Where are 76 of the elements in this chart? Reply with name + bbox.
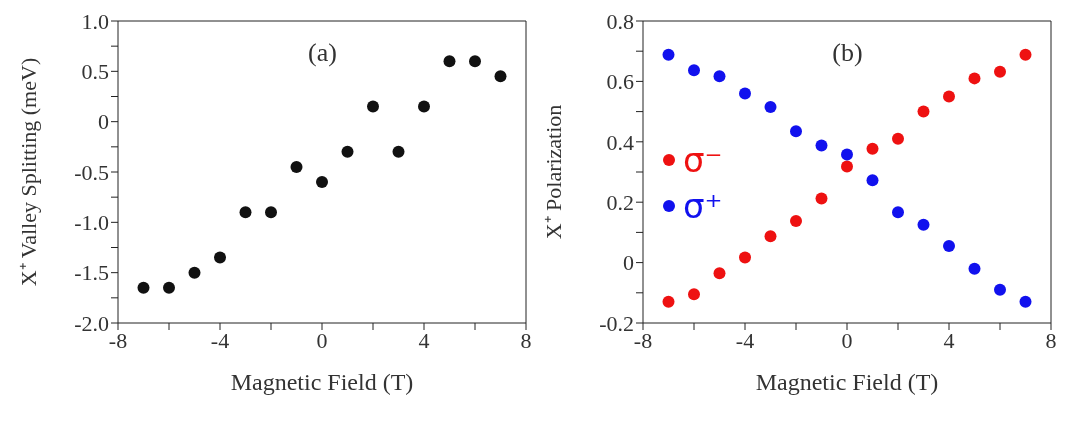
point [917,105,930,118]
point [739,87,751,100]
point [316,176,328,189]
y-tick-label: -0.5 [74,159,109,185]
point [713,70,726,83]
x-tick-label: 4 [943,327,955,353]
point [341,145,354,158]
point [841,148,853,161]
point [866,174,879,187]
point [1019,295,1032,308]
point [688,64,700,77]
y-tick-label: 0.6 [606,69,634,95]
y-tick-label: 0 [623,250,634,276]
point [688,288,700,301]
x-tick-label: -8 [108,327,128,353]
y-tick-label: 1.0 [81,8,109,34]
point [469,55,481,68]
point [994,65,1006,78]
point [392,145,405,158]
x-tick-label: 8 [520,327,532,353]
point [968,72,981,85]
y-tick-label: -1.0 [74,210,109,236]
point [892,206,904,219]
point [713,267,726,280]
point [290,160,303,173]
point [917,218,930,231]
point [943,239,955,252]
point [815,192,828,205]
point [137,281,150,294]
y-tick-label: 0.2 [606,190,634,216]
point [265,206,277,219]
x-tick-label: 4 [418,327,430,353]
annotation: (a) [307,38,338,68]
point [239,206,252,219]
y-tick-label: 0.4 [606,129,634,155]
point [790,125,802,138]
y-tick-label: -2.0 [74,310,109,336]
point [866,142,879,155]
x-axis-title: Magnetic Field (T) [755,369,939,395]
point [367,100,379,113]
point [943,90,955,103]
point [739,251,751,264]
x-tick-label: 0 [841,327,853,353]
annotation: (b) [831,38,864,68]
point [1019,48,1032,61]
point [214,251,226,264]
point [163,281,175,294]
point [662,48,675,61]
y-axis-title: X⁺ Valley Splitting (meV) [15,57,41,287]
y-tick-label: 0 [98,109,109,135]
point [494,70,507,83]
point [790,214,802,227]
point [662,295,675,308]
x-tick-label: 0 [316,327,328,353]
legend-label: σ⁻ [683,139,723,182]
legend-label: σ⁺ [683,185,723,228]
y-tick-label: 0.5 [81,59,109,85]
x-tick-label: 8 [1045,327,1057,353]
x-axis-title: Magnetic Field (T) [230,369,414,395]
point [443,55,456,68]
y-tick-label: -0.2 [599,310,634,336]
x-tick-label: -4 [735,327,755,353]
y-tick-label: 0.8 [606,8,634,34]
x-tick-label: -4 [210,327,230,353]
point [188,266,201,279]
point [815,139,828,152]
x-tick-label: -8 [633,327,653,353]
point [764,101,777,114]
point [968,262,981,275]
point [418,100,430,113]
point [841,160,853,173]
point [892,132,904,145]
point [764,230,777,243]
y-axis-title: X⁺ Polarization [540,104,566,240]
y-tick-label: -1.5 [74,260,109,286]
point [994,283,1006,296]
